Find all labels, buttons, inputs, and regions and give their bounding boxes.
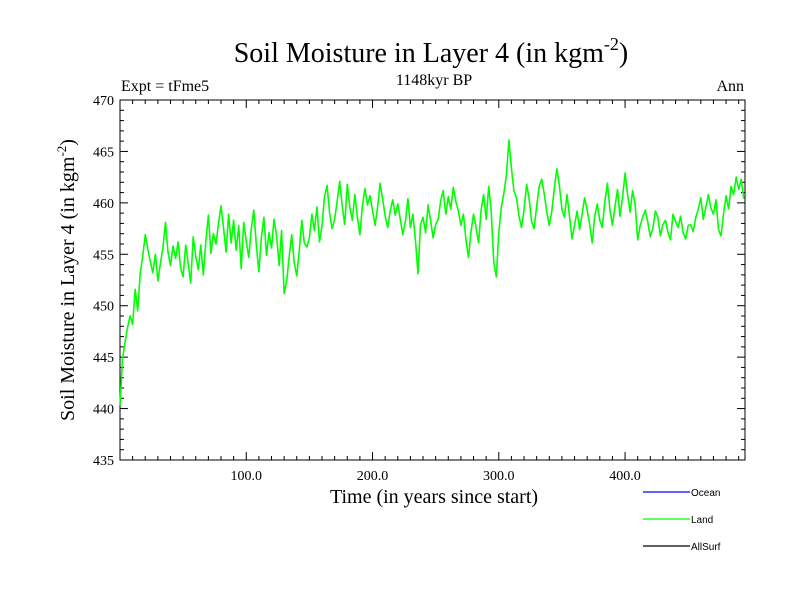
legend-label-land: Land bbox=[691, 515, 713, 526]
y-tick-label: 460 bbox=[93, 197, 114, 212]
x-tick-label: 400.0 bbox=[609, 469, 641, 484]
series-line-land bbox=[119, 139, 745, 406]
x-tick-label: 200.0 bbox=[357, 469, 389, 484]
chart-title: Soil Moisture in Layer 4 (in kgm-2) bbox=[234, 34, 629, 69]
y-tick-label: 470 bbox=[93, 94, 114, 109]
y-axis-ticks: 435 440 445 450 455 460 465 470 bbox=[93, 94, 745, 469]
y-axis-label: Soil Moisture in Layer 4 (in kgm-2) bbox=[54, 139, 79, 421]
y-tick-label: 465 bbox=[93, 145, 114, 160]
legend-label-allsurf: AllSurf bbox=[691, 542, 721, 553]
x-axis-ticks: 100.0 200.0 300.0 400.0 bbox=[132, 100, 740, 484]
x-axis-label: Time (in years since start) bbox=[330, 486, 538, 508]
y-tick-label: 445 bbox=[93, 351, 114, 366]
y-axis-label-main: Soil Moisture in Layer 4 (in kgm bbox=[57, 156, 79, 421]
x-tick-label: 300.0 bbox=[483, 469, 515, 484]
chart-title-sup: -2 bbox=[604, 34, 619, 54]
legend-label-ocean: Ocean bbox=[691, 488, 720, 499]
expt-label: Expt = tFme5 bbox=[121, 78, 209, 95]
y-tick-label: 435 bbox=[93, 454, 114, 469]
y-tick-label: 450 bbox=[93, 300, 114, 315]
period-label: 1148kyr BP bbox=[396, 72, 472, 89]
chart-title-main: Soil Moisture in Layer 4 (in kgm bbox=[234, 38, 604, 69]
series-layer bbox=[119, 139, 745, 406]
legend: Ocean Land AllSurf bbox=[643, 488, 721, 553]
season-label: Ann bbox=[716, 78, 744, 95]
plot-frame bbox=[119, 99, 746, 461]
y-tick-label: 440 bbox=[93, 403, 114, 418]
y-tick-label: 455 bbox=[93, 248, 114, 263]
y-axis-label-close: ) bbox=[57, 139, 79, 146]
x-tick-label: 100.0 bbox=[231, 469, 263, 484]
y-axis-label-sup: -2 bbox=[54, 146, 69, 157]
chart-title-close: ) bbox=[619, 38, 628, 69]
